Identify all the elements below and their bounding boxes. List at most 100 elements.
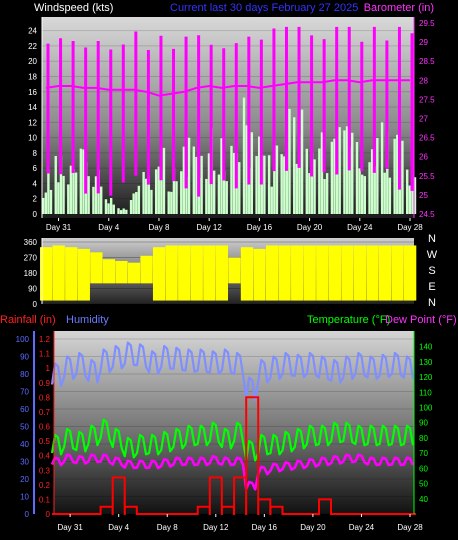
- windspeed-bar: [112, 204, 115, 214]
- windspeed-bar: [308, 173, 311, 214]
- windspeed-bar: [411, 183, 414, 214]
- wind-ytick-label: 0: [33, 210, 38, 219]
- baro-ytick-label: 25.5: [419, 172, 435, 181]
- windspeed-bar: [250, 132, 254, 214]
- rainfall-ytick-label: 0.6: [39, 423, 51, 432]
- windspeed-bar: [330, 141, 334, 214]
- chart-title: Current last 30 days February 27 2025: [170, 2, 358, 14]
- windspeed-bar: [283, 156, 286, 214]
- direction-band: [228, 257, 241, 284]
- direction-band: [366, 245, 379, 301]
- direction-band: [404, 245, 417, 301]
- climate-xtick-label: Day 31: [57, 523, 83, 532]
- windspeed-bar: [225, 181, 228, 214]
- windspeed-bar: [275, 145, 279, 214]
- wind-ytick-label: 22: [28, 42, 37, 51]
- direction-band: [165, 245, 178, 301]
- humidity-y-axis: 0 10 20 30 40 50 60 70 80 90 100: [16, 331, 35, 519]
- windspeed-bar: [267, 155, 271, 214]
- direction-band: [65, 247, 78, 301]
- windspeed-bar: [72, 169, 75, 214]
- windspeed-bar: [232, 152, 236, 214]
- windspeed-bar: [145, 178, 148, 214]
- baro-ytick-label: 29: [419, 38, 428, 47]
- wind-xtick-label: Day 24: [347, 223, 373, 232]
- humidity-ytick-label: 60: [20, 405, 29, 414]
- wind-panel-grid: [42, 30, 414, 215]
- climate-series: [50, 341, 416, 515]
- barometer-axis-title: Barometer (in): [364, 2, 434, 14]
- wind-ytick-label: 8: [33, 149, 38, 158]
- dewpoint-axis-title: Dew Point (°F): [385, 314, 457, 326]
- windspeed-bar: [263, 155, 266, 214]
- wind-ytick-label: 4: [33, 179, 38, 188]
- windspeed-bar: [406, 169, 409, 214]
- direction-band: [40, 247, 53, 301]
- climate-xtick-label: Day 8: [157, 523, 178, 532]
- direction-band: [152, 247, 166, 301]
- rainfall-ytick-label: 1.1: [39, 350, 51, 359]
- windspeed-bar: [343, 130, 346, 214]
- climate-xtick-label: Day 28: [397, 523, 423, 532]
- rainfall-ytick-label: 0.1: [39, 495, 51, 504]
- direction-band: [278, 245, 291, 301]
- windspeed-bar: [288, 108, 291, 214]
- humidity-ytick-label: 40: [20, 440, 29, 449]
- wind-xtick-label: Day 8: [149, 223, 170, 232]
- direction-band: [140, 255, 153, 284]
- windspeed-bar: [360, 174, 364, 214]
- wind-ytick-label: 24: [28, 27, 37, 36]
- wind-ytick-label: 20: [28, 57, 37, 66]
- windspeed-bar: [182, 146, 186, 214]
- direction-band: [178, 245, 191, 301]
- windspeed-bar: [393, 138, 396, 214]
- windspeed-bar: [44, 192, 47, 214]
- windspeed-bar: [248, 167, 251, 214]
- direction-band: [391, 245, 404, 301]
- rainfall-ytick-label: 0.5: [39, 437, 51, 446]
- direction-band: [353, 245, 367, 301]
- windspeed-bar: [220, 138, 223, 214]
- direction-band: [265, 245, 279, 301]
- dewpoint-line: [50, 453, 415, 491]
- windspeed-bar: [49, 189, 53, 214]
- direction-band: [215, 245, 229, 301]
- direction-band: [127, 262, 141, 284]
- windspeed-bar: [333, 138, 336, 214]
- windspeed-bar: [42, 197, 45, 214]
- direction-band: [303, 245, 316, 301]
- humidity-axis-title: Humidity: [66, 314, 109, 326]
- windspeed-bar: [320, 132, 324, 214]
- direction-ytick-label: 180: [24, 269, 38, 278]
- windspeed-bar: [295, 163, 299, 214]
- barometer-y-axis: 24.5 25 25.5 26 26.5 27 27.5 28 28.5 29 29.5: [413, 17, 435, 219]
- windspeed-bar: [207, 153, 211, 214]
- wind-xtick-label: Day 16: [247, 223, 273, 232]
- barometer-series: [45, 26, 414, 197]
- wind-xtick-label: Day 20: [297, 223, 323, 232]
- climate-xtick-label: Day 12: [203, 523, 229, 532]
- rainfall-ytick-label: 1.2: [39, 335, 51, 344]
- windspeed-bar: [47, 168, 50, 214]
- windspeed-bar: [396, 134, 399, 214]
- wind-ytick-label: 14: [28, 103, 37, 112]
- wind-ytick-label: 2: [33, 195, 38, 204]
- wind-xtick-label: Day 12: [196, 223, 222, 232]
- windspeed-bar: [280, 154, 283, 214]
- windspeed-bar: [192, 146, 196, 214]
- wind-xtick-label: Day 28: [397, 223, 423, 232]
- direction-y-axis: 0 90 180 270 360: [24, 238, 43, 309]
- direction-band: [291, 245, 304, 301]
- humidity-ytick-label: 80: [20, 370, 29, 379]
- windspeed-bar: [57, 182, 60, 214]
- windspeed-bar: [147, 175, 151, 214]
- humidity-ytick-label: 70: [20, 388, 29, 397]
- windspeed-bar: [59, 155, 63, 214]
- temperature-ytick-label: 140: [419, 343, 433, 352]
- wind-ytick-label: 18: [28, 72, 37, 81]
- rainfall-ytick-label: 0.4: [39, 452, 51, 461]
- windspeed-bar: [338, 127, 341, 214]
- windspeed-bar: [383, 172, 386, 214]
- windspeed-bar: [119, 210, 123, 214]
